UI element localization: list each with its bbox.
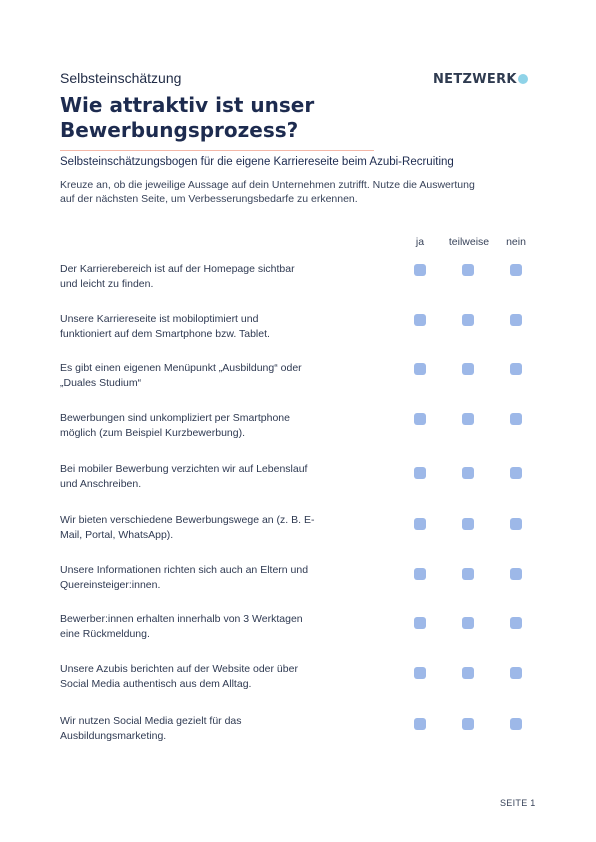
checkbox-teilweise[interactable] [462,568,474,580]
statement-text: Bei mobiler Bewerbung verzichten wir auf… [60,462,350,492]
checkbox-nein[interactable] [510,667,522,679]
subtitle: Selbsteinschätzungsbogen für die eigene … [60,156,454,168]
statement-text: Wir bieten verschiedene Bewerbungswege a… [60,513,350,543]
statement-text-line-2: und Anschreiben. [60,478,142,490]
checkbox-nein[interactable] [510,518,522,530]
statement-row: Unsere Informationen richten sich auch a… [60,563,540,603]
checkbox-nein[interactable] [510,617,522,629]
checkbox-ja[interactable] [414,413,426,425]
checkbox-teilweise[interactable] [462,518,474,530]
statement-text: Bewerbungen sind unkompliziert per Smart… [60,411,350,441]
statement-text-line-2: und leicht zu finden. [60,278,154,290]
statement-row: Es gibt einen eigenen Menüpunkt „Ausbild… [60,361,540,401]
statement-row: Unsere Karriereseite ist mobiloptimiert … [60,312,540,352]
checkbox-ja[interactable] [414,518,426,530]
checkbox-nein[interactable] [510,413,522,425]
statement-text: Unsere Karriereseite ist mobiloptimiert … [60,312,350,342]
statement-row: Wir nutzen Social Media gezielt für das A… [60,714,540,754]
page-title-line-1: Wie attraktiv ist unser [60,93,315,117]
checkbox-teilweise[interactable] [462,314,474,326]
checkbox-nein[interactable] [510,363,522,375]
checkbox-ja[interactable] [414,314,426,326]
statement-text-line-1: Bei mobiler Bewerbung verzichten wir auf… [60,463,308,475]
checkbox-ja[interactable] [414,568,426,580]
checkbox-nein[interactable] [510,718,522,730]
statement-text-line-2: funktioniert auf dem Smartphone bzw. Tab… [60,328,270,340]
checkbox-teilweise[interactable] [462,363,474,375]
column-header-ja: ja [415,236,425,248]
statement-text-line-2: „Duales Studium“ [60,377,142,389]
checkbox-teilweise[interactable] [462,264,474,276]
checkbox-ja[interactable] [414,363,426,375]
kicker: Selbsteinschätzung [60,70,182,86]
checkbox-teilweise[interactable] [462,718,474,730]
statement-text-line-1: Wir bieten verschiedene Bewerbungswege a… [60,514,315,526]
statement-text-line-2: Social Media authentisch aus dem Alltag. [60,678,252,690]
statement-text: Unsere Informationen richten sich auch a… [60,563,350,593]
intro-line-2: auf der nächsten Seite, um Verbesserungs… [60,193,358,205]
logo: NETZWERK [433,72,528,87]
statement-text-line-1: Der Karrierebereich ist auf der Homepage… [60,263,295,275]
statement-row: Bei mobiler Bewerbung verzichten wir auf… [60,462,540,502]
page-number: SEITE 1 [500,798,536,808]
statement-row: Wir bieten verschiedene Bewerbungswege a… [60,513,540,553]
statement-text: Wir nutzen Social Media gezielt für das A… [60,714,350,744]
checkbox-nein[interactable] [510,264,522,276]
checkbox-ja[interactable] [414,467,426,479]
statement-row: Der Karrierebereich ist auf der Homepage… [60,262,540,302]
checkbox-ja[interactable] [414,718,426,730]
statement-text-line-1: Es gibt einen eigenen Menüpunkt „Ausbild… [60,362,302,374]
statement-row: Unsere Azubis berichten auf der Website … [60,662,540,702]
checkbox-nein[interactable] [510,467,522,479]
statement-text: Unsere Azubis berichten auf der Website … [60,662,350,692]
column-header-teilweise: teilweise [448,236,490,248]
statement-text-line-1: Wir nutzen Social Media gezielt für das [60,715,242,727]
statement-text-line-2: Mail, Portal, WhatsApp). [60,529,174,541]
checkbox-teilweise[interactable] [462,467,474,479]
statement-text-line-2: Quereinsteiger:innen. [60,579,161,591]
checkbox-teilweise[interactable] [462,667,474,679]
statement-text-line-1: Unsere Azubis berichten auf der Website … [60,663,298,675]
logo-text: NETZWERK [433,72,517,87]
page-title-line-2: Bewerbungsprozess? [60,118,299,142]
statement-text-line-1: Unsere Informationen richten sich auch a… [60,564,309,576]
statement-text-line-1: Bewerber:innen erhalten innerhalb von 3 … [60,613,303,625]
statement-row: Bewerber:innen erhalten innerhalb von 3 … [60,612,540,652]
statement-text: Der Karrierebereich ist auf der Homepage… [60,262,350,292]
checkbox-ja[interactable] [414,617,426,629]
checkbox-ja[interactable] [414,667,426,679]
title-divider [60,150,374,151]
statement-text: Es gibt einen eigenen Menüpunkt „Ausbild… [60,361,350,391]
column-header-nein: nein [506,236,526,248]
checkbox-teilweise[interactable] [462,413,474,425]
page-title: Wie attraktiv ist unser Bewerbungsprozes… [60,93,420,143]
statement-text: Bewerber:innen erhalten innerhalb von 3 … [60,612,350,642]
checkbox-nein[interactable] [510,314,522,326]
logo-mark-icon [517,74,528,84]
checkbox-ja[interactable] [414,264,426,276]
checkbox-teilweise[interactable] [462,617,474,629]
statement-text-line-2: möglich (zum Beispiel Kurzbewerbung). [60,427,245,439]
intro-line-1: Kreuze an, ob die jeweilige Aussage auf … [60,179,475,191]
statement-text-line-1: Unsere Karriereseite ist mobiloptimiert … [60,313,259,325]
statement-row: Bewerbungen sind unkompliziert per Smart… [60,411,540,451]
intro-text: Kreuze an, ob die jeweilige Aussage auf … [60,178,540,206]
statement-text-line-2: eine Rückmeldung. [60,628,150,640]
checkbox-nein[interactable] [510,568,522,580]
statement-text-line-1: Bewerbungen sind unkompliziert per Smart… [60,412,290,424]
statement-text-line-2: Ausbildungsmarketing. [60,730,167,742]
